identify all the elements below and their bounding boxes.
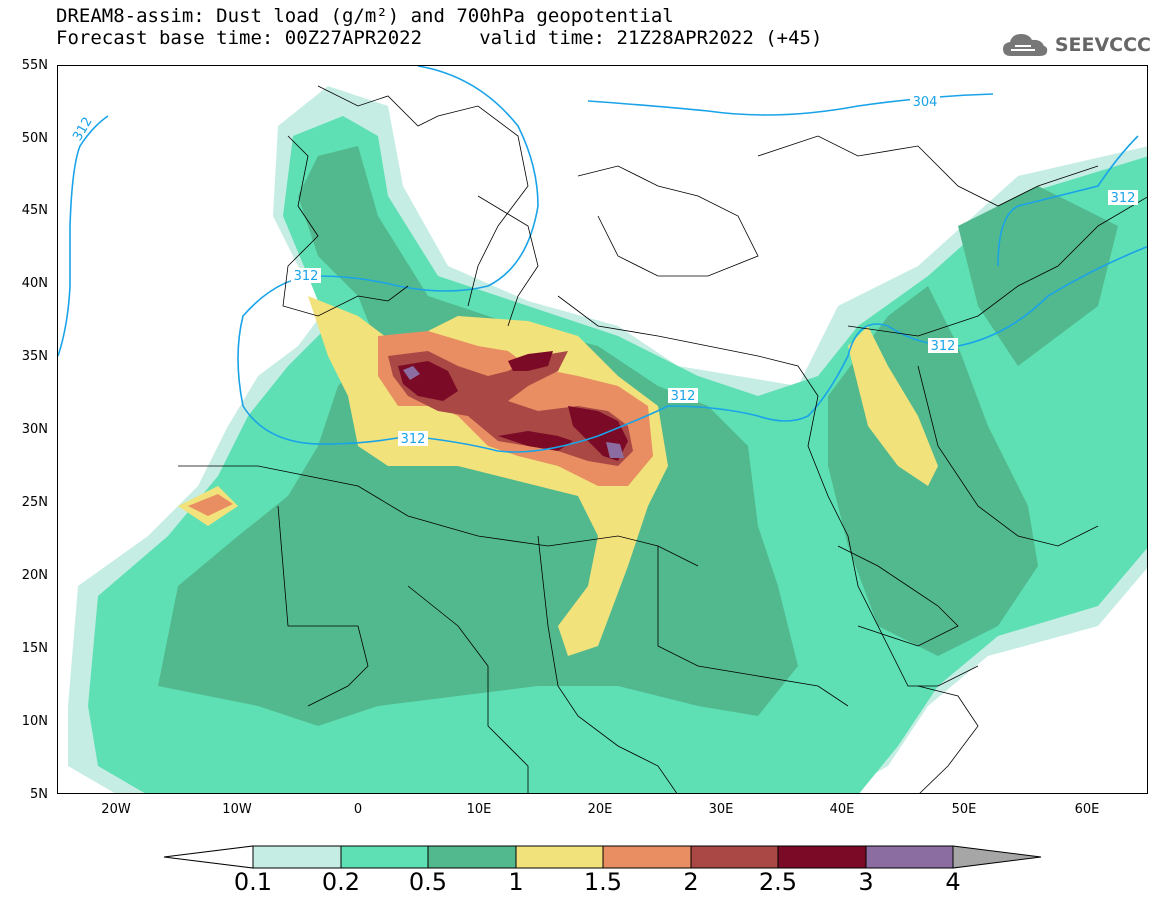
lat-label: 40N	[21, 276, 48, 291]
lat-label: 55N	[21, 58, 48, 73]
colorbar-tick: 2.5	[758, 868, 798, 896]
contour-label: 312	[294, 269, 319, 284]
country-borders	[178, 85, 1147, 793]
lat-label: 45N	[21, 203, 48, 218]
lon-label: 20E	[587, 802, 613, 817]
lon-label: 50E	[951, 802, 977, 817]
colorbar-under-arrow	[163, 845, 254, 869]
colorbar-segment	[777, 845, 867, 869]
lat-label: 20N	[21, 568, 48, 583]
colorbar-tick: 1	[508, 868, 524, 896]
lon-label: 10W	[222, 802, 252, 817]
dust-level-2.5	[398, 351, 628, 461]
map-canvas: 312 304 312 312 312 312 312	[58, 66, 1147, 793]
lat-label: 25N	[21, 495, 48, 510]
lon-label: 30E	[708, 802, 734, 817]
colorbar-tick: 0.2	[321, 868, 361, 896]
colorbar-segment	[602, 845, 692, 869]
dust-shading	[68, 86, 1147, 793]
lat-label: 35N	[21, 349, 48, 364]
colorbar-tick: 2	[683, 868, 699, 896]
logo-text: SEEVCCC	[1054, 34, 1151, 56]
colorbar-over-arrow	[952, 845, 1042, 869]
lat-label: 5N	[30, 787, 48, 802]
colorbar-tick: 0.1	[233, 868, 273, 896]
map-title: DREAM8-assim: Dust load (g/m²) and 700hP…	[56, 5, 674, 27]
lat-label: 50N	[21, 131, 48, 146]
dust-load-map: 312 304 312 312 312 312 312	[57, 65, 1148, 794]
contour-label: 312	[671, 389, 696, 404]
colorbar	[163, 845, 1042, 869]
lat-label: 15N	[21, 641, 48, 656]
forecast-times: Forecast base time: 00Z27APR2022 valid t…	[56, 27, 823, 49]
contour-label: 304	[913, 95, 938, 110]
contour-label-group: 312 304 312 312 312 312 312	[70, 94, 1138, 447]
colorbar-segment	[252, 845, 342, 869]
colorbar-tick: 3	[858, 868, 874, 896]
colorbar-segment	[690, 845, 779, 869]
cloud-logo-icon	[1002, 34, 1048, 56]
lon-label: 10E	[466, 802, 492, 817]
colorbar-segment	[515, 845, 604, 869]
colorbar-tick: 4	[945, 868, 961, 896]
lat-label: 10N	[21, 714, 48, 729]
colorbar-tick: 1.5	[583, 868, 623, 896]
colorbar-tick: 0.5	[408, 868, 448, 896]
lon-label: 0	[353, 802, 363, 817]
lon-label: 60E	[1074, 802, 1100, 817]
contour-label: 312	[1111, 191, 1136, 206]
colorbar-segment	[865, 845, 954, 869]
lon-label: 40E	[829, 802, 855, 817]
contour-label: 312	[931, 339, 956, 354]
dust-level-1	[178, 296, 938, 656]
contour-label: 312	[401, 432, 426, 447]
colorbar-segment	[427, 845, 517, 869]
seevccc-logo: SEEVCCC	[1001, 30, 1151, 60]
lon-label: 20W	[101, 802, 131, 817]
colorbar-segment	[340, 845, 429, 869]
lat-label: 30N	[21, 422, 48, 437]
